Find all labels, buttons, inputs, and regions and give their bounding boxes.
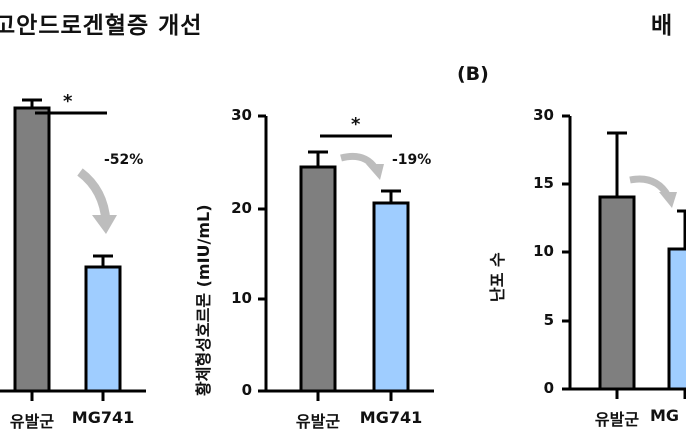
y-tick-10-c: 10 — [533, 242, 554, 260]
bar-control-b — [299, 165, 337, 393]
y-tick-15-c: 15 — [533, 174, 554, 192]
chart-c — [562, 114, 686, 399]
category-label-treatment-a: MG741 — [71, 408, 135, 427]
y-tick-30-c: 30 — [533, 106, 554, 124]
bar-treatment-a — [84, 265, 122, 393]
bar-control-a — [13, 106, 51, 393]
y-tick-20-b: 20 — [231, 199, 252, 217]
chart-b — [258, 114, 434, 401]
category-label-control-c: 유발군 — [594, 410, 640, 429]
y-axis-label-b: 황체형성호르몬 (mIU/mL) — [194, 204, 213, 396]
category-label-control-b: 유발군 — [295, 412, 341, 431]
bar-control-c — [598, 195, 636, 391]
percent-change-a: -52% — [104, 152, 144, 168]
chart-a — [0, 98, 146, 401]
significance-star-a: * — [63, 91, 73, 112]
y-tick-0-c: 0 — [543, 379, 554, 397]
panel-label-b: (B) — [457, 63, 489, 85]
figure-title-right-partial: 배 — [651, 13, 674, 39]
bar-treatment-b — [372, 201, 410, 393]
category-label-control-a: 유발군 — [9, 412, 55, 431]
y-axis-label-c: 난포 수 — [488, 252, 507, 302]
y-tick-5-c: 5 — [543, 311, 554, 329]
significance-star-b: * — [351, 114, 361, 135]
y-tick-10-b: 10 — [231, 289, 252, 307]
y-tick-30-b: 30 — [231, 106, 252, 124]
bar-treatment-c — [667, 247, 686, 391]
percent-change-b: -19% — [392, 152, 432, 168]
y-tick-0-b: 0 — [241, 381, 252, 399]
figure-title: 고안드로겐혈증 개선 — [0, 13, 203, 39]
category-label-treatment-c: MG — [650, 406, 680, 425]
category-label-treatment-b: MG741 — [359, 408, 423, 427]
